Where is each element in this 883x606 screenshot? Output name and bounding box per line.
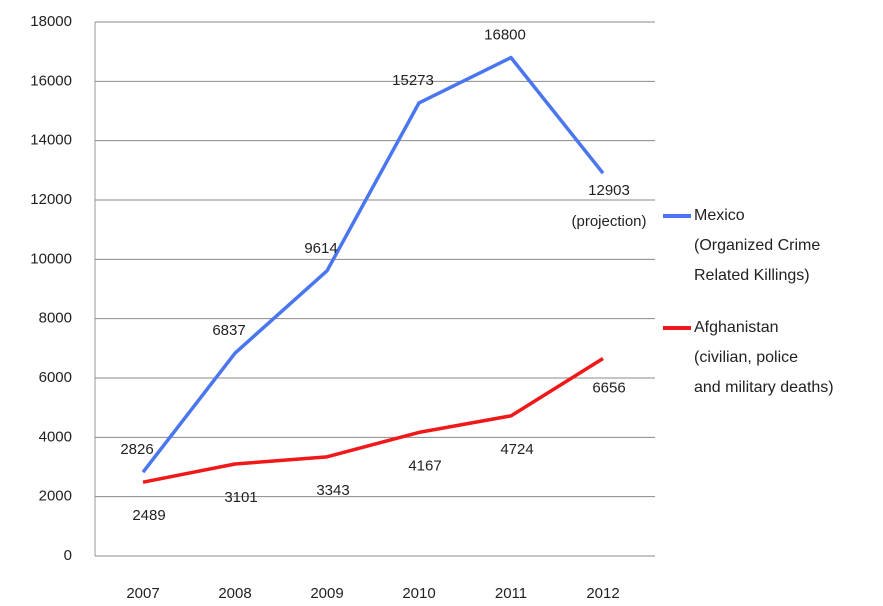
x-tick-label: 2011: [495, 585, 527, 602]
y-tick-label: 16000: [30, 72, 72, 89]
y-tick-label: 18000: [30, 13, 72, 30]
data-label: 2489: [132, 507, 165, 524]
y-tick-label: 8000: [39, 310, 72, 327]
y-tick-label: 4000: [39, 428, 72, 445]
y-tick-label: 14000: [30, 132, 72, 149]
data-label: 16800: [484, 27, 526, 44]
legend-item: Mexico (Organized Crime Related Killings…: [663, 201, 820, 291]
series-line: [142, 357, 604, 484]
y-tick-label: 12000: [30, 191, 72, 208]
legend-label: Mexico (Organized Crime Related Killings…: [694, 207, 821, 284]
x-tick-label: 2009: [310, 585, 343, 602]
data-label: 3101: [224, 489, 257, 506]
x-tick-label: 2012: [586, 585, 619, 602]
x-tick-label: 2008: [218, 585, 251, 602]
data-label: 9614: [304, 240, 337, 257]
data-label: 4167: [408, 457, 441, 474]
legend-label: Afghanistan (civilian, police and milita…: [694, 319, 834, 396]
data-label: 6837: [212, 322, 245, 339]
y-tick-label: 2000: [39, 488, 72, 505]
y-tick-label: 0: [64, 547, 72, 564]
data-label: 4724: [500, 441, 533, 458]
data-label: 12903: [588, 182, 630, 199]
legend-swatch: [663, 214, 691, 218]
data-label: 3343: [316, 482, 349, 499]
x-tick-label: 2007: [126, 585, 159, 602]
legend-swatch: [663, 326, 691, 330]
annotation: (projection): [571, 213, 646, 230]
data-label: 6656: [592, 380, 625, 397]
data-label: 2826: [120, 441, 153, 458]
x-tick-label: 2010: [402, 585, 435, 602]
y-tick-label: 6000: [39, 369, 72, 386]
data-label: 15273: [392, 72, 434, 89]
y-tick-label: 10000: [30, 250, 72, 267]
legend-item: Afghanistan (civilian, police and milita…: [663, 313, 834, 403]
series-line: [141, 55, 605, 474]
